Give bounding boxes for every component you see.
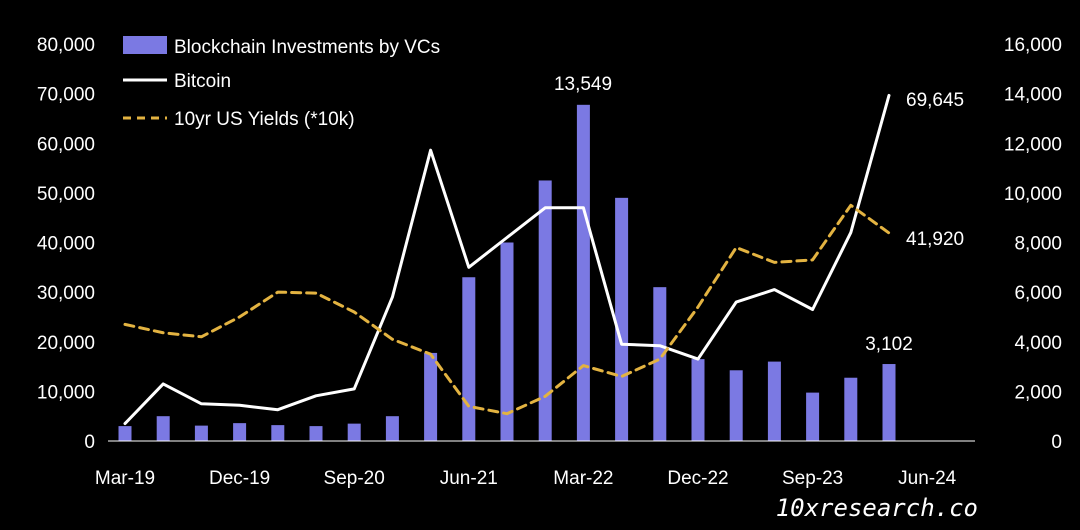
bar-Sep-19	[194, 425, 208, 441]
bar-Dec-21	[538, 180, 552, 441]
right-tick-label: 14,000	[1004, 85, 1062, 106]
left-tick-label: 80,000	[37, 35, 95, 56]
bar-Mar-24	[882, 364, 896, 441]
bar-Mar-23	[729, 370, 743, 441]
legend: Blockchain Investments by VCs Bitcoin 10…	[123, 36, 440, 130]
bar-Jun-20	[309, 426, 323, 441]
legend-label-bitcoin: Bitcoin	[174, 71, 231, 92]
right-tick-label: 16,000	[1004, 35, 1062, 56]
bar-Mar-21	[424, 352, 438, 441]
data-label-yields-last: 41,920	[906, 229, 964, 250]
watermark: 10xresearch.co	[776, 494, 978, 522]
bar-Sep-20	[347, 423, 361, 441]
left-tick-label: 50,000	[37, 184, 95, 205]
right-tick-label: 2,000	[1014, 382, 1062, 403]
right-tick-label: 10,000	[1004, 184, 1062, 205]
series-line-bitcoin	[123, 93, 891, 426]
x-axis-ticks: Mar-19 Dec-19 Sep-20 Jun-21 Mar-22 Dec-22 Sep-…	[95, 468, 957, 489]
data-label-bitcoin-last: 69,645	[906, 90, 964, 111]
legend-swatch-vc-investments	[123, 36, 167, 54]
x-tick-label: Dec-22	[667, 468, 728, 489]
x-tick-label: Sep-23	[782, 468, 843, 489]
bar-Dec-20	[385, 416, 399, 441]
x-tick-label: Mar-22	[553, 468, 613, 489]
bar-Mar-20	[271, 425, 285, 441]
left-tick-label: 10,000	[37, 382, 95, 403]
bar-Dec-22	[691, 359, 705, 441]
legend-label-us-yields: 10yr US Yields (*10k)	[174, 109, 355, 130]
bar-Mar-22	[576, 104, 590, 442]
bar-Mar-19	[118, 426, 132, 441]
data-label-vc-peak: 13,549	[554, 74, 612, 95]
bar-Jun-19	[156, 416, 170, 441]
bar-Sep-23	[806, 392, 820, 441]
right-tick-label: 6,000	[1014, 283, 1062, 304]
bar-Jun-21	[462, 277, 476, 441]
left-tick-label: 30,000	[37, 283, 95, 304]
bar-Jun-22	[615, 197, 629, 441]
x-tick-label: Sep-20	[324, 468, 385, 489]
bar-Dec-19	[233, 423, 247, 441]
left-tick-label: 40,000	[37, 234, 95, 255]
right-tick-label: 4,000	[1014, 333, 1062, 354]
left-tick-label: 70,000	[37, 85, 95, 106]
left-tick-label: 0	[84, 432, 95, 453]
x-tick-label: Jun-24	[898, 468, 957, 489]
data-label-vc-last: 3,102	[865, 334, 913, 355]
right-axis-ticks: 0 2,000 4,000 6,000 8,000 10,000 12,000 14,000 1…	[1004, 35, 1062, 453]
legend-label-vc-investments: Blockchain Investments by VCs	[174, 37, 440, 58]
x-tick-label: Mar-19	[95, 468, 155, 489]
x-tick-label: Jun-21	[440, 468, 498, 489]
left-tick-label: 20,000	[37, 333, 95, 354]
series-line-us-yields	[123, 203, 891, 416]
x-tick-label: Dec-19	[209, 468, 270, 489]
bar-Sep-21	[500, 242, 514, 441]
bar-Jun-23	[767, 361, 781, 441]
right-tick-label: 0	[1051, 432, 1062, 453]
left-axis-ticks: 0 10,000 20,000 30,000 40,000 50,000 60,000 70,…	[37, 35, 95, 453]
right-tick-label: 8,000	[1014, 234, 1062, 255]
bar-Sep-22	[653, 287, 667, 441]
lines-layer	[123, 93, 891, 426]
bar-Dec-23	[844, 377, 858, 441]
bars-layer	[118, 104, 896, 442]
left-tick-label: 60,000	[37, 134, 95, 155]
right-tick-label: 12,000	[1004, 134, 1062, 155]
